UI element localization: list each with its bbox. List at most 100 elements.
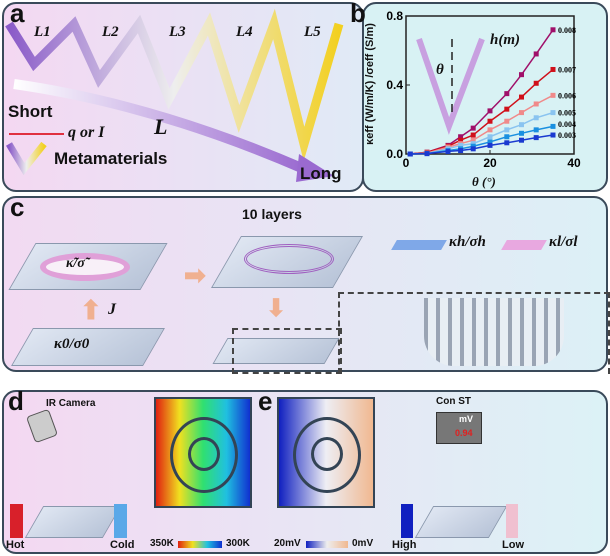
series-line (410, 134, 554, 155)
low-reservoir (506, 504, 518, 538)
panel-c: c κ̃/σ̃ ⬆ J κ0/σ0 ➡ 10 layers ⬇ κh/σh κl… (2, 192, 610, 374)
legend-h-swatch (391, 240, 447, 250)
series-line (410, 68, 554, 155)
data-point (458, 137, 464, 143)
data-point (470, 141, 476, 147)
metamaterials-label: Metamaterials (54, 149, 168, 168)
arrow-legend: q or I (68, 124, 105, 141)
temperature-map (154, 397, 252, 508)
right-arrow-icon: ➡ (184, 260, 206, 290)
voltmeter: mV 0.94 (436, 412, 482, 444)
data-point (470, 125, 476, 131)
inset-theta: θ (436, 62, 444, 78)
segment-label: L1 (34, 24, 51, 40)
scale-max-label: 300K (226, 538, 250, 549)
y-tick-label: 0.8 (386, 9, 403, 23)
ring-pattern (40, 253, 130, 281)
data-point (458, 148, 464, 154)
y-tick-label: 0.0 (386, 147, 403, 161)
low-label: Low (502, 539, 524, 551)
effective-property-label: κ̃/σ̃ (66, 256, 85, 271)
panel-label: d (8, 386, 24, 416)
zoom-box (232, 328, 342, 374)
line-chart: 0 20 40 0.0 0.4 0.8 0.003 0.004 0.005 0.006 0.007 0… (386, 9, 581, 170)
scale-min-label: 20mV (274, 538, 301, 549)
data-point (504, 106, 510, 112)
data-point (504, 91, 510, 97)
data-point (533, 115, 539, 121)
data-point (550, 132, 556, 138)
data-point (533, 135, 539, 141)
data-point (470, 143, 476, 149)
series-label: 0.004 (558, 120, 576, 129)
v-segments-illustration (5, 8, 344, 182)
series-label: 0.007 (558, 65, 576, 74)
panel-label: e (258, 386, 273, 416)
meter-reading: 0.94 (455, 428, 473, 438)
current-label: J (108, 301, 116, 318)
series-label: 0.005 (558, 109, 576, 118)
data-point (470, 132, 476, 138)
spiral-rings (244, 244, 334, 274)
data-point (424, 151, 430, 157)
base-property-label: κ0/σ0 (54, 336, 90, 352)
ir-camera-label: IR Camera (46, 398, 96, 409)
cold-reservoir (114, 504, 127, 538)
series-label: 0.006 (558, 91, 576, 100)
cold-label: Cold (110, 539, 135, 551)
y-tick-label: 0.4 (386, 78, 403, 92)
inset-h: h(m) (490, 32, 520, 48)
high-reservoir (401, 504, 413, 538)
sample-e (414, 506, 508, 538)
data-point (533, 127, 539, 133)
series-line (410, 111, 554, 155)
data-point (533, 101, 539, 107)
cross-section-3d (424, 298, 564, 366)
voltage-colorbar (306, 541, 348, 548)
long-label: Long (300, 164, 342, 183)
sample-d (24, 506, 122, 538)
short-label: Short (8, 102, 53, 121)
data-point (407, 151, 413, 157)
scale-max-label: 0mV (352, 538, 374, 549)
data-point (519, 130, 524, 136)
voltage-map (277, 397, 375, 508)
panel-a: a L1 L2 L3 L4 L5 Short q or I L Metamate… (2, 0, 364, 192)
inset-v-shape (416, 37, 485, 135)
data-point (519, 137, 524, 143)
panel-de: d IR Camera Hot Cold 350K 300K e 20mV 0m… (2, 386, 608, 554)
data-point (487, 127, 493, 133)
panel-b: b 0 20 40 0.0 0.4 0.8 0.003 0.004 0.005 0.006 0.00… (350, 0, 608, 192)
data-point (504, 140, 510, 146)
data-point (550, 92, 556, 98)
data-point (519, 122, 524, 128)
data-point (550, 110, 556, 116)
data-point (519, 110, 524, 116)
data-point (445, 148, 451, 154)
down-arrow-icon: ⬇ (266, 295, 287, 322)
up-arrow-icon: ⬆ (80, 295, 102, 325)
data-point (470, 137, 476, 143)
panel-label: a (10, 0, 25, 28)
layers-label: 10 layers (242, 206, 302, 222)
data-point (458, 142, 464, 148)
data-point (533, 51, 539, 57)
segment-label: L3 (169, 24, 186, 40)
hot-reservoir (10, 504, 23, 538)
data-point (458, 134, 464, 140)
legend-l-swatch (501, 240, 547, 250)
meter-unit: mV (459, 414, 474, 424)
x-tick-label: 20 (483, 156, 497, 170)
data-point (519, 94, 524, 100)
series-label: 0.003 (558, 131, 576, 140)
data-point (550, 66, 556, 72)
legend-l-label: κl/σl (549, 234, 578, 250)
data-point (550, 123, 556, 129)
panel-label: b (350, 0, 366, 28)
x-tick-label: 0 (403, 156, 410, 170)
y-axis-label: κeff (W/m/K) /σeff (S/m) (364, 23, 376, 145)
scale-min-label: 350K (150, 538, 174, 549)
hot-label: Hot (6, 539, 25, 551)
high-label: High (392, 539, 417, 551)
data-point (487, 139, 493, 145)
